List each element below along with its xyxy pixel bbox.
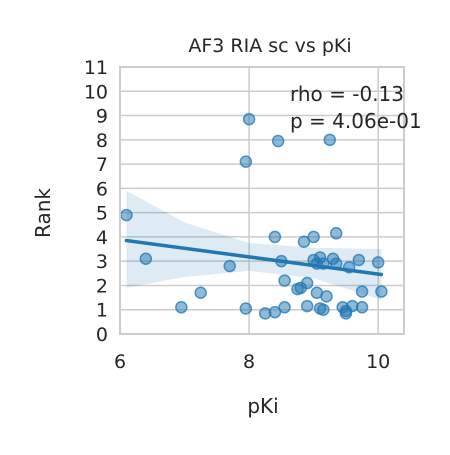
plot-frame — [119, 66, 405, 335]
data-point — [239, 302, 253, 315]
x-axis-label: pKi — [247, 394, 278, 418]
y-tick-label: 11 — [84, 57, 108, 79]
data-point — [194, 286, 207, 299]
y-tick-label: 5 — [96, 203, 108, 225]
data-point — [268, 305, 282, 319]
data-point — [355, 285, 369, 298]
data-point — [223, 259, 236, 273]
y-tick-label: 9 — [96, 106, 108, 128]
data-point — [268, 230, 282, 244]
y-tick-label: 3 — [96, 251, 108, 273]
y-tick-label: 1 — [96, 300, 108, 322]
y-tick-label: 10 — [84, 81, 108, 103]
data-point — [300, 299, 314, 313]
data-point — [300, 276, 314, 290]
data-point — [352, 253, 366, 267]
y-tick-label: 8 — [96, 130, 108, 152]
x-tick-label: 10 — [366, 351, 390, 373]
data-point — [271, 134, 285, 148]
data-point — [375, 285, 388, 298]
x-tick-label: 6 — [114, 351, 126, 373]
data-point — [175, 301, 188, 314]
data-point — [323, 133, 337, 147]
y-tick-label: 2 — [96, 275, 108, 297]
x-tick-labels: 6 8 10 — [114, 351, 390, 373]
data-point — [278, 274, 291, 287]
data-point — [320, 290, 333, 303]
data-point — [120, 208, 133, 222]
data-point — [329, 227, 343, 240]
confidence-band — [126, 190, 382, 301]
chart-title: AF3 RIA sc vs pKi — [188, 35, 351, 57]
data-point — [139, 252, 153, 266]
data-point — [307, 230, 320, 244]
y-tick-label: 0 — [96, 324, 108, 346]
p-value-annotation: p = 4.06e-01 — [290, 109, 422, 133]
regression-line — [124, 238, 384, 277]
data-point — [297, 235, 311, 249]
data-point — [355, 301, 369, 314]
y-axis-label: Rank — [31, 188, 55, 238]
ci-band-area — [126, 190, 382, 301]
data-point — [371, 256, 385, 269]
y-tick-label: 6 — [96, 178, 108, 200]
rho-annotation: rho = -0.13 — [290, 82, 404, 106]
data-points — [120, 112, 388, 320]
data-point — [239, 155, 253, 168]
data-point — [278, 301, 291, 314]
data-point — [317, 303, 330, 316]
x-tick-label: 8 — [243, 351, 255, 373]
y-tick-label: 7 — [96, 154, 108, 176]
y-tick-label: 4 — [96, 227, 108, 249]
regression-line-group — [124, 238, 384, 277]
data-point — [242, 112, 256, 126]
